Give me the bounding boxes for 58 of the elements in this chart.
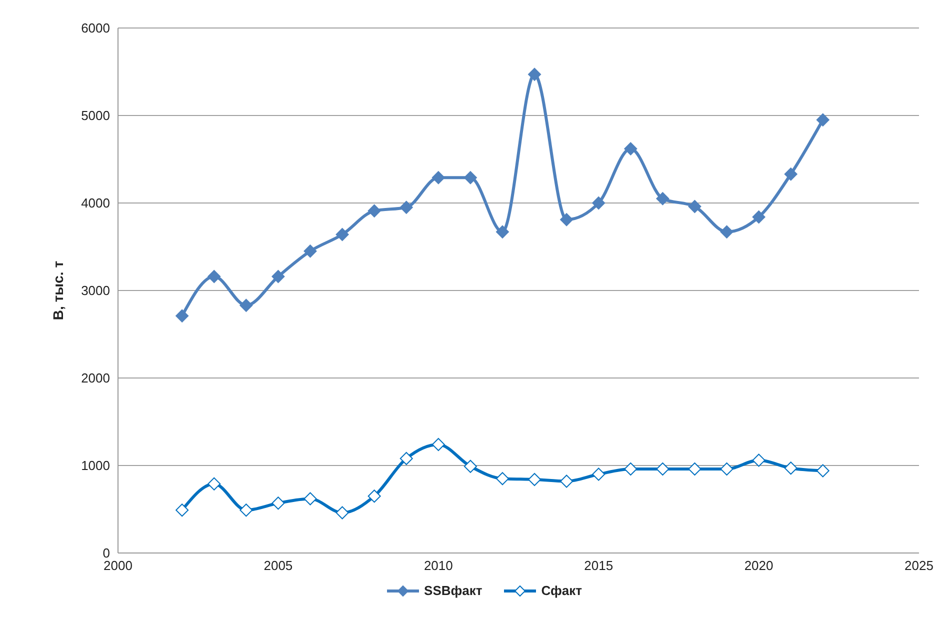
point — [400, 200, 413, 214]
y-tick-label: 1000 — [81, 458, 110, 474]
point — [368, 490, 381, 503]
x-tick-label: 2010 — [424, 558, 453, 574]
point — [400, 452, 413, 465]
point — [592, 468, 606, 481]
x-tick-label: 2005 — [264, 558, 293, 574]
point — [208, 270, 221, 283]
x-tick-label: 2000 — [104, 558, 132, 574]
point — [528, 68, 542, 81]
point — [528, 473, 542, 486]
y-tick-label: 5000 — [81, 108, 110, 124]
point — [240, 504, 253, 517]
x-tick-label: 2025 — [904, 558, 934, 574]
point — [432, 438, 445, 451]
y-tick-label: 6000 — [81, 20, 110, 36]
point — [752, 210, 766, 224]
point — [272, 496, 285, 510]
point — [752, 454, 766, 467]
point — [592, 196, 606, 210]
y-tick-label: 4000 — [81, 196, 110, 211]
point — [656, 462, 670, 476]
point — [272, 270, 285, 283]
point — [464, 460, 477, 473]
point — [464, 171, 477, 184]
point — [496, 472, 509, 486]
legend-label: Сфакт — [541, 583, 582, 598]
y-tick-label: 0 — [102, 546, 110, 561]
point — [336, 506, 349, 520]
point — [720, 462, 734, 476]
y-tick-label: 2000 — [81, 370, 110, 386]
point — [560, 474, 574, 488]
point — [304, 492, 317, 506]
point — [368, 204, 381, 218]
point — [336, 228, 349, 241]
point — [816, 464, 830, 478]
point — [784, 462, 798, 475]
legend-label: SSBфакт — [424, 583, 482, 598]
point — [816, 113, 830, 126]
point — [304, 244, 317, 258]
point — [720, 225, 734, 238]
point — [688, 200, 702, 213]
x-tick-label: 2015 — [584, 558, 614, 574]
point — [176, 504, 189, 517]
x-tick-label: 2020 — [744, 558, 774, 574]
point — [624, 462, 638, 476]
point — [496, 225, 509, 238]
point — [560, 213, 574, 226]
y-axis-title: В, тыс. т — [50, 260, 66, 320]
point — [240, 298, 253, 312]
point — [656, 192, 670, 206]
point — [208, 477, 221, 490]
point — [784, 168, 798, 181]
point — [624, 142, 638, 156]
y-tick-label: 3000 — [81, 283, 110, 298]
point — [176, 309, 189, 322]
point — [688, 462, 702, 476]
point — [432, 171, 445, 184]
